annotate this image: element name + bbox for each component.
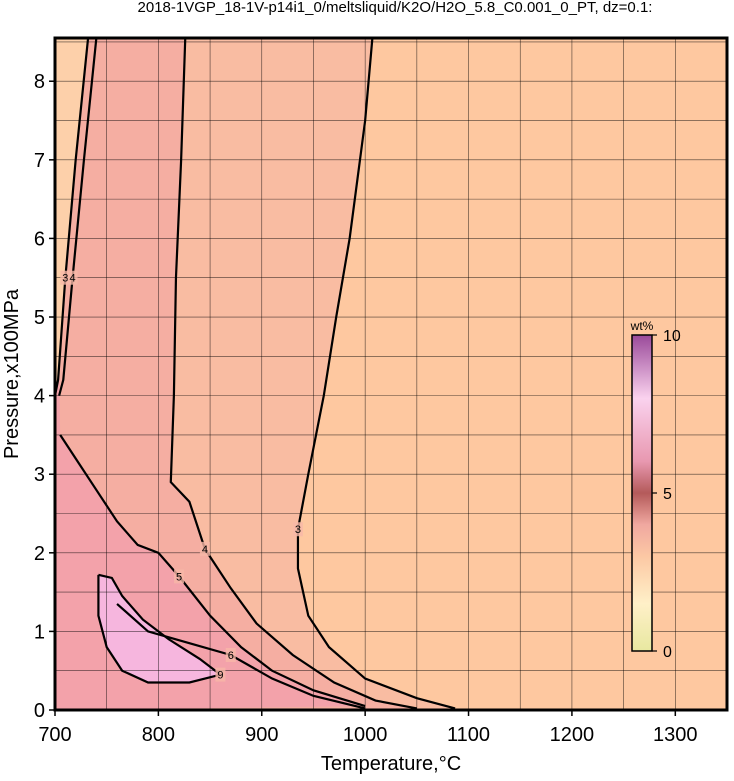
colorbar-tick-label: 0 <box>663 644 672 661</box>
x-tick-label: 900 <box>245 724 278 746</box>
y-tick-label: 6 <box>34 228 45 250</box>
x-tick-label: 1100 <box>447 724 490 746</box>
y-tick-label: 4 <box>34 386 45 408</box>
x-tick-label: 1200 <box>550 724 595 746</box>
x-tick-label: 700 <box>38 724 71 746</box>
y-tick-label: 1 <box>34 621 45 643</box>
contour-line <box>59 434 366 708</box>
contour-label-bg <box>215 667 226 682</box>
x-tick-label: 800 <box>142 724 175 746</box>
colorbar-tick-label: 10 <box>663 328 681 345</box>
x-tick-label: 1000 <box>343 724 388 746</box>
x-tick-label: 1300 <box>653 724 698 746</box>
contour-fill <box>98 574 221 683</box>
y-tick-label: 7 <box>34 150 45 172</box>
contour-label: 4 <box>202 544 208 556</box>
contour-label: 4 <box>70 273 76 285</box>
y-tick-label: 3 <box>34 464 45 486</box>
x-axis-label: Temperature,°C <box>321 753 461 775</box>
contour-fill <box>55 38 417 710</box>
chart-title: 2018-1VGP_18-1V-p14i1_0/meltsliquid/K2O/… <box>138 0 653 16</box>
contour-label-bg <box>292 522 303 537</box>
colorbar <box>631 334 653 652</box>
contour-label: 3 <box>62 273 68 285</box>
y-tick-label: 8 <box>34 71 45 93</box>
y-axis-label: Pressure,x100MPa <box>1 288 23 459</box>
contour-label: 3 <box>295 524 301 536</box>
y-tick-label: 2 <box>34 543 45 565</box>
y-tick-label: 5 <box>34 307 45 329</box>
contour-label: 9 <box>217 670 223 682</box>
colorbar-tick-label: 5 <box>663 486 672 503</box>
contour-label-bg <box>225 647 236 662</box>
contour-label-bg <box>67 270 78 285</box>
contour-label: 5 <box>176 571 182 583</box>
colorbar-label: wt% <box>630 319 654 333</box>
contour-label-bg <box>60 270 71 285</box>
contour-label-bg <box>199 541 210 556</box>
contour-fill <box>55 38 89 710</box>
contour-label: 6 <box>228 650 234 662</box>
contour-label-bg <box>174 569 185 584</box>
plot-frame <box>53 36 729 712</box>
y-tick-label: 0 <box>34 700 45 722</box>
contour-fill <box>55 38 366 710</box>
